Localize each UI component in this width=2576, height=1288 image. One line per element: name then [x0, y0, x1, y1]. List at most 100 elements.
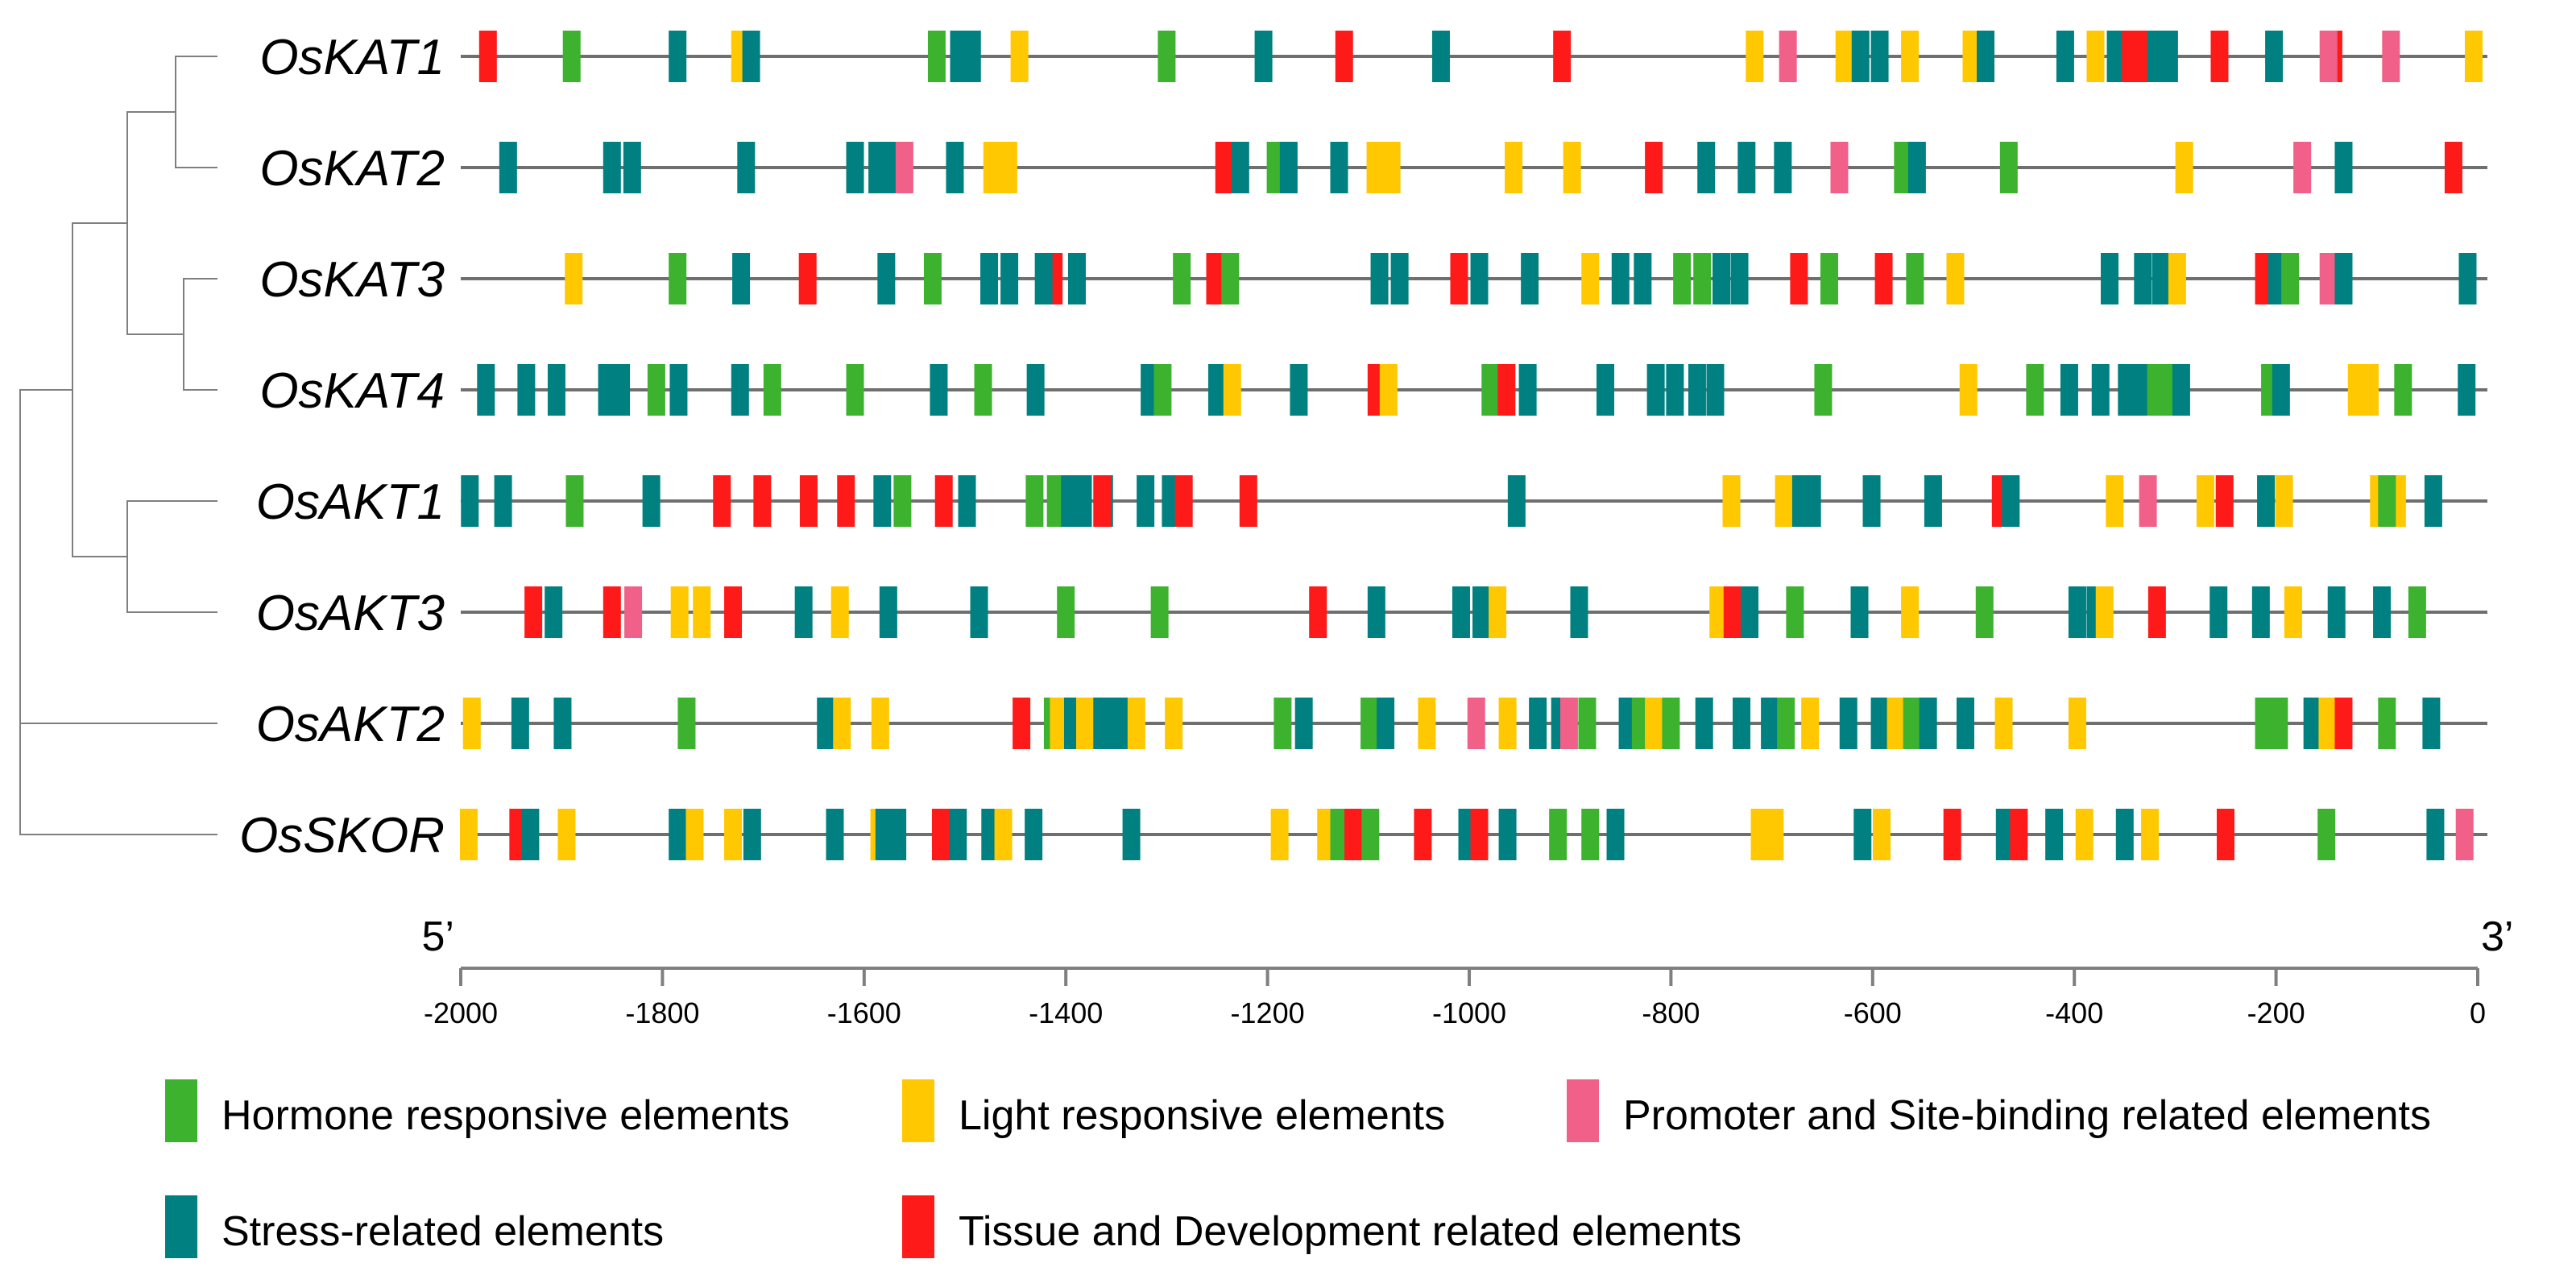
cis-element-mark — [461, 475, 479, 527]
cis-element-mark — [724, 809, 743, 860]
cis-element-mark — [1497, 364, 1516, 416]
cis-element-mark — [2424, 475, 2442, 527]
cis-element-mark — [1498, 809, 1517, 860]
cis-element-mark — [478, 31, 497, 82]
cis-element-mark — [2334, 142, 2353, 193]
cis-element-mark — [2327, 586, 2346, 638]
cis-element-mark — [2265, 31, 2284, 82]
cis-element-mark — [1470, 253, 1489, 304]
gene-label: OsKAT1 — [259, 30, 445, 85]
cis-element-mark — [873, 475, 892, 527]
cis-element-mark — [693, 586, 711, 638]
cis-element-mark — [1634, 253, 1652, 304]
cis-element-mark — [1975, 586, 1994, 638]
cis-element-mark — [1026, 364, 1045, 416]
gene-label: OsKAT3 — [259, 252, 445, 308]
cis-element-mark — [1733, 698, 1751, 749]
cis-element-mark — [980, 253, 999, 304]
axis-tick-label: -1200 — [1231, 996, 1305, 1029]
cis-element-mark — [2251, 586, 2270, 638]
cis-element-mark — [2334, 253, 2353, 304]
cis-element-mark — [2361, 364, 2379, 416]
axis-tick-label: -800 — [1642, 996, 1700, 1029]
cis-element-mark — [2002, 475, 2020, 527]
cis-element-mark — [1862, 475, 1881, 527]
cis-element-marks — [460, 31, 2483, 860]
cis-element-mark — [923, 253, 942, 304]
cis-element-mark — [477, 364, 495, 416]
legend-label: Tissue and Development related elements — [959, 1208, 1741, 1255]
cis-element-mark — [713, 475, 731, 527]
cis-element-mark — [2334, 698, 2353, 749]
cis-element-mark — [1874, 253, 1893, 304]
tree-branch — [19, 723, 217, 835]
cis-element-mark — [1450, 253, 1468, 304]
cis-element-mark — [1150, 586, 1169, 638]
cis-element-mark — [1977, 31, 1995, 82]
cis-element-mark — [1903, 698, 1921, 749]
cis-element-mark — [1645, 698, 1663, 749]
cis-element-mark — [1215, 142, 1233, 193]
tree-branch — [183, 278, 217, 391]
cis-element-mark — [1046, 475, 1065, 527]
legend-label: Light responsive elements — [959, 1092, 1445, 1139]
cis-element-mark — [1239, 475, 1257, 527]
cis-element-mark — [970, 586, 988, 638]
cis-element-mark — [2455, 809, 2474, 860]
cis-element-mark — [1231, 142, 1249, 193]
cis-element-mark — [1467, 698, 1485, 749]
cis-element-mark — [1137, 475, 1155, 527]
cis-element-mark — [1786, 586, 1804, 638]
cis-element-mark — [1173, 253, 1191, 304]
cis-element-mark — [2215, 475, 2234, 527]
cis-element-mark — [1901, 586, 1920, 638]
cis-element-mark — [1597, 364, 1615, 416]
cis-element-mark — [2422, 698, 2441, 749]
cis-element-mark — [1330, 809, 1348, 860]
cis-element-mark — [927, 31, 946, 82]
cis-element-mark — [1165, 698, 1183, 749]
cis-element-mark — [2373, 586, 2392, 638]
cis-element-mark — [732, 253, 751, 304]
cis-element-mark — [2075, 809, 2094, 860]
cis-element-mark — [1274, 698, 1292, 749]
cis-element-mark — [1814, 364, 1833, 416]
cis-element-mark — [794, 586, 813, 638]
cis-element-mark — [1853, 809, 1872, 860]
cis-element-mark — [2458, 364, 2476, 416]
cis-element-mark — [1549, 809, 1568, 860]
axis-tick-label: -400 — [2045, 996, 2103, 1029]
cis-element-mark — [1870, 698, 1889, 749]
cis-element-mark — [1994, 698, 2013, 749]
cis-element-mark — [1270, 809, 1289, 860]
cis-element-mark — [624, 586, 643, 638]
legend-label: Stress-related elements — [222, 1208, 664, 1255]
cis-element-mark — [1489, 586, 1507, 638]
cis-element-mark — [1361, 809, 1380, 860]
cis-element-mark — [1206, 253, 1224, 304]
cis-element-mark — [565, 253, 583, 304]
cis-element-mark — [1563, 142, 1581, 193]
cis-element-mark — [1666, 364, 1684, 416]
axis-tick-label: -2000 — [424, 996, 498, 1029]
cis-element-mark — [798, 253, 817, 304]
cis-element-mark — [1777, 698, 1795, 749]
cis-element-mark — [1074, 475, 1092, 527]
cis-element-mark — [2101, 253, 2119, 304]
cis-element-mark — [499, 142, 517, 193]
cis-element-mark — [1606, 809, 1625, 860]
cis-element-mark — [2068, 586, 2086, 638]
cis-element-mark — [1750, 809, 1769, 860]
cis-element-mark — [846, 364, 864, 416]
cis-element-mark — [2115, 809, 2134, 860]
cis-element-mark — [731, 364, 749, 416]
cis-element-mark — [1025, 475, 1044, 527]
cis-element-mark — [1709, 586, 1728, 638]
cis-element-mark — [1959, 364, 1978, 416]
cis-element-mark — [753, 475, 772, 527]
cis-element-mark — [612, 364, 631, 416]
cis-element-mark — [1153, 364, 1172, 416]
cis-element-mark — [1472, 586, 1491, 638]
legend-swatch — [165, 1079, 197, 1142]
